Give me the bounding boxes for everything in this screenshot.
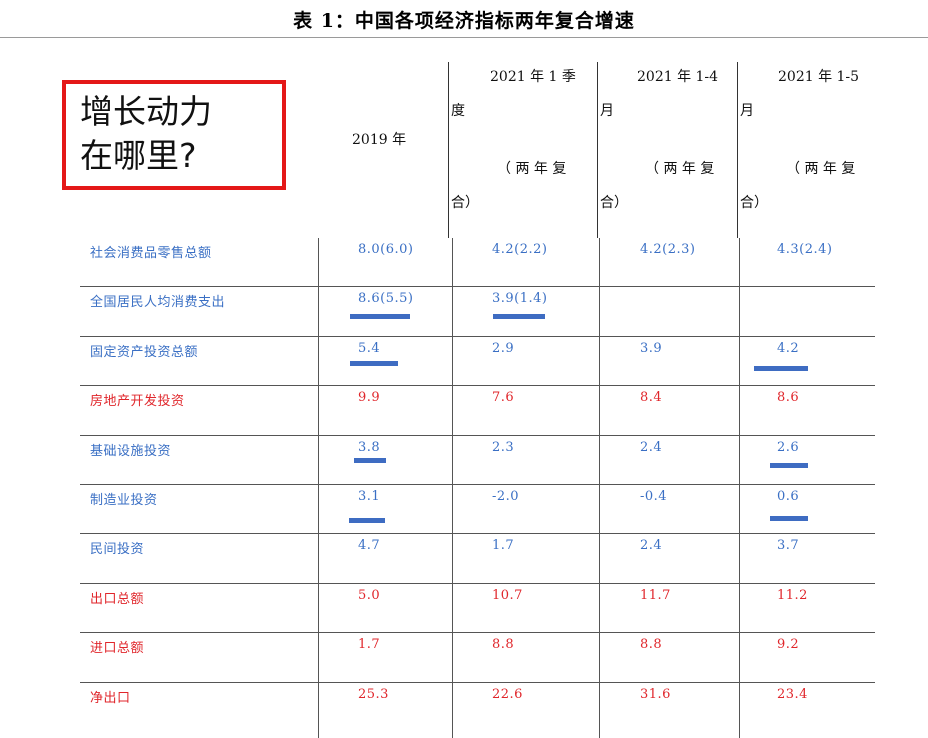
col-header-q1-line3: （ 两 年 复 <box>497 161 567 177</box>
table-cell-q1: 2.9 <box>492 341 515 356</box>
table-row-divider <box>80 484 875 485</box>
table-column-divider <box>599 238 600 738</box>
table-cell-q1: 22.6 <box>492 687 523 702</box>
page-title: 表 1：中国各项经济指标两年复合增速 <box>293 10 635 32</box>
table-cell-v2019: 3.8 <box>358 440 381 455</box>
row-label: 出口总额 <box>90 592 145 607</box>
table-cell-m14: 31.6 <box>640 687 671 702</box>
table-row-divider <box>80 583 875 584</box>
highlight-underline <box>493 314 545 319</box>
header-divider <box>597 62 598 238</box>
table-cell-q1: 8.8 <box>492 637 515 652</box>
row-label: 净出口 <box>90 691 131 706</box>
table-cell-q1: 3.9(1.4) <box>492 291 548 306</box>
row-label: 全国居民人均消费支出 <box>90 295 226 310</box>
table-cell-v2019: 5.0 <box>358 588 381 603</box>
row-label: 社会消费品零售总额 <box>90 246 212 261</box>
table-cell-q1: 2.3 <box>492 440 515 455</box>
table-cell-q1: -2.0 <box>492 489 520 504</box>
table-cell-m15: 8.6 <box>777 390 800 405</box>
table-column-divider <box>452 238 453 738</box>
table-cell-v2019: 9.9 <box>358 390 381 405</box>
table-row-divider <box>80 286 875 287</box>
table-cell-m15: 3.7 <box>777 538 800 553</box>
col-header-m14-line3: （ 两 年 复 <box>645 161 715 177</box>
table-column-divider <box>318 238 319 738</box>
col-header-m15-line4: 合） <box>740 195 768 211</box>
highlight-underline <box>350 314 410 319</box>
table-cell-v2019: 8.6(5.5) <box>358 291 414 306</box>
col-header-m15-line1: 2021 年 1-5 <box>778 69 860 85</box>
row-label: 民间投资 <box>90 542 145 557</box>
table-cell-m14: -0.4 <box>640 489 668 504</box>
table-row-divider <box>80 336 875 337</box>
highlight-underline <box>770 516 808 521</box>
table-cell-m15: 23.4 <box>777 687 808 702</box>
table-cell-m15: 11.2 <box>777 588 808 603</box>
table-cell-m15: 4.2 <box>777 341 800 356</box>
callout-line-2: 在哪里? <box>80 136 197 175</box>
table-cell-m14: 4.2(2.3) <box>640 242 696 257</box>
row-label: 固定资产投资总额 <box>90 345 199 360</box>
table-row-divider <box>80 435 875 436</box>
table-cell-v2019: 5.4 <box>358 341 381 356</box>
table-column-divider <box>739 238 740 738</box>
highlight-underline <box>350 361 398 366</box>
table-cell-m15: 4.3(2.4) <box>777 242 833 257</box>
table-cell-v2019: 3.1 <box>358 489 381 504</box>
highlight-underline <box>349 518 385 523</box>
col-header-m14-line1: 2021 年 1-4 <box>637 69 719 85</box>
header-divider <box>448 62 449 238</box>
table-cell-v2019: 1.7 <box>358 637 381 652</box>
col-header-m14-line2: 月 <box>600 103 614 119</box>
table-row-divider <box>80 632 875 633</box>
header-divider <box>737 62 738 238</box>
table-cell-v2019: 4.7 <box>358 538 381 553</box>
table-cell-m15: 9.2 <box>777 637 800 652</box>
table-cell-q1: 10.7 <box>492 588 523 603</box>
highlight-underline <box>770 463 808 468</box>
table-cell-m14: 8.4 <box>640 390 663 405</box>
table-cell-v2019: 25.3 <box>358 687 389 702</box>
highlight-underline <box>754 366 808 371</box>
col-header-m14-line4: 合） <box>600 195 628 211</box>
row-label: 进口总额 <box>90 641 145 656</box>
table-cell-m14: 3.9 <box>640 341 663 356</box>
callout-box: 增长动力 在哪里? <box>62 80 286 190</box>
table-cell-q1: 1.7 <box>492 538 515 553</box>
table-cell-q1: 4.2(2.2) <box>492 242 548 257</box>
col-header-q1-line2: 度 <box>451 103 465 119</box>
table-row-divider <box>80 533 875 534</box>
table-cell-m14: 8.8 <box>640 637 663 652</box>
table-cell-m14: 2.4 <box>640 440 663 455</box>
col-header-m15-line2: 月 <box>740 103 754 119</box>
table-cell-v2019: 8.0(6.0) <box>358 242 414 257</box>
table-cell-m14: 11.7 <box>640 588 671 603</box>
table-cell-q1: 7.6 <box>492 390 515 405</box>
title-divider <box>0 37 928 38</box>
col-header-m15-line3: （ 两 年 复 <box>786 161 856 177</box>
table-cell-m15: 0.6 <box>777 489 800 504</box>
table-cell-m15: 2.6 <box>777 440 800 455</box>
row-label: 房地产开发投资 <box>90 394 185 409</box>
callout-line-1: 增长动力 <box>80 92 212 131</box>
col-header-2019: 2019 年 <box>352 132 407 148</box>
highlight-underline <box>354 458 386 463</box>
col-header-q1-line4: 合） <box>451 195 479 211</box>
col-header-q1-line1: 2021 年 1 季 <box>490 69 576 85</box>
row-label: 基础设施投资 <box>90 444 172 459</box>
table-row-divider <box>80 682 875 683</box>
table-cell-m14: 2.4 <box>640 538 663 553</box>
row-label: 制造业投资 <box>90 493 158 508</box>
table-row-divider <box>80 385 875 386</box>
